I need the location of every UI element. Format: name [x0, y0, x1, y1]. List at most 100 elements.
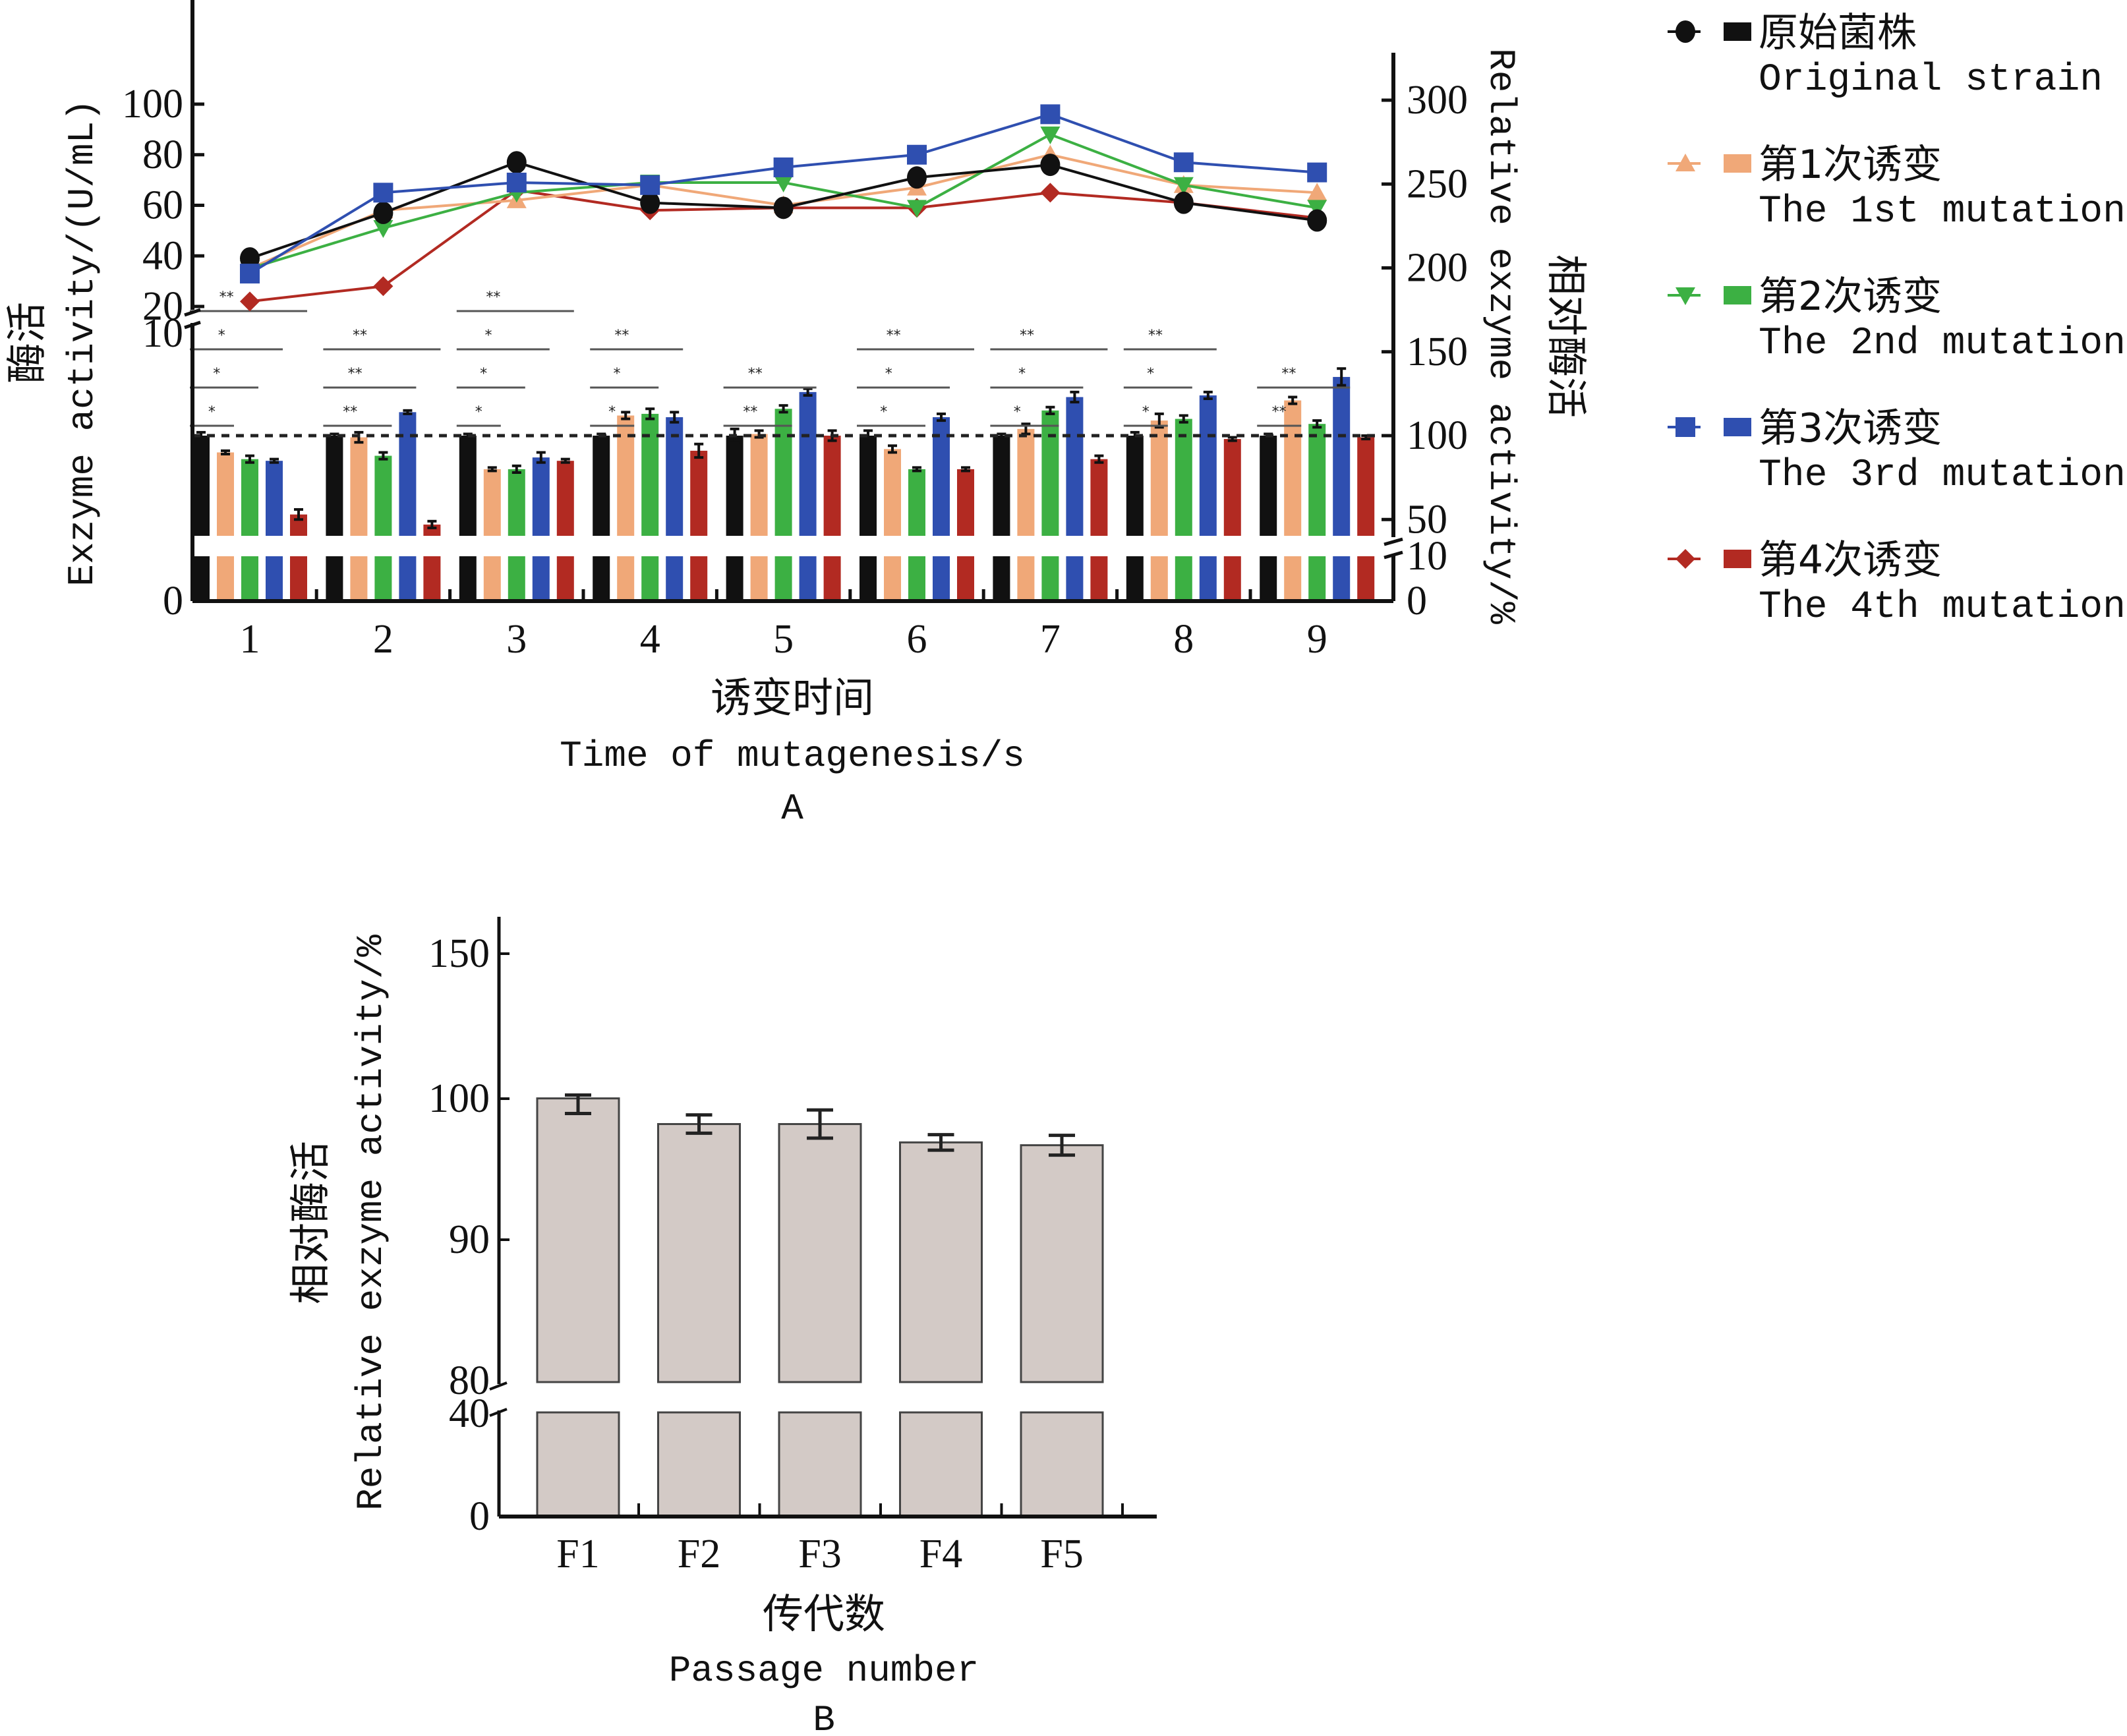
circle-marker	[640, 191, 660, 214]
significance-label: **	[486, 289, 500, 306]
significance-label: *	[1142, 404, 1150, 420]
bar	[1333, 376, 1351, 536]
bar	[266, 461, 283, 536]
bar	[1090, 459, 1108, 536]
b-ylabel: Relative exzyme activity/%	[350, 935, 392, 1511]
bar	[192, 436, 210, 536]
x-tick-label: F3	[798, 1532, 841, 1577]
y-tick-label: 80	[449, 1358, 490, 1403]
circle-marker	[373, 202, 393, 225]
bar-lower	[884, 556, 901, 601]
bar	[884, 449, 901, 536]
bar-lower	[508, 556, 525, 601]
bar	[241, 459, 258, 536]
circle-marker	[1173, 191, 1194, 214]
bar-lower	[860, 556, 877, 601]
bar	[459, 436, 477, 536]
triangle-up-marker	[1307, 183, 1327, 201]
square-marker	[240, 264, 260, 284]
bar	[860, 436, 877, 536]
legend-bar-swatch	[1724, 418, 1751, 436]
bar-lower	[459, 556, 477, 601]
bar-lower	[957, 556, 974, 601]
axis-break-mark	[489, 1381, 508, 1391]
a-line-layer	[240, 104, 1327, 312]
bar-lower	[266, 556, 283, 601]
bar	[899, 1141, 983, 1383]
significance-label: *	[880, 404, 887, 420]
bar-lower	[799, 556, 817, 601]
bar-lower	[617, 556, 635, 601]
triangle-down-marker	[907, 200, 927, 218]
bar-lower	[899, 1411, 983, 1518]
b-xlabel: Passage number	[669, 1650, 979, 1692]
left-tick-label: 40	[142, 233, 183, 278]
bar	[726, 436, 743, 536]
bar	[1150, 420, 1168, 536]
left-tick-label: 100	[122, 82, 183, 127]
b-ylabel-cn: 相对酶活	[286, 1141, 334, 1304]
bar	[1260, 436, 1277, 536]
x-tick-label: 6	[907, 617, 927, 662]
bar-lower	[532, 556, 550, 601]
bar-lower	[423, 556, 441, 601]
right-tick-label: 10	[1407, 534, 1447, 579]
significance-label: **	[1148, 328, 1163, 344]
legend-label-en: The 1st mutation	[1759, 190, 2126, 233]
bar	[326, 436, 343, 536]
diamond-marker	[240, 291, 260, 312]
significance-label: *	[1018, 366, 1026, 382]
significance-label: *	[480, 366, 487, 382]
significance-label: **	[343, 404, 357, 420]
bar	[799, 391, 817, 536]
bar-lower	[933, 556, 950, 601]
bar	[1020, 1144, 1104, 1383]
bar-lower	[1041, 556, 1059, 601]
bar-lower	[556, 556, 574, 601]
bar	[690, 450, 708, 536]
x-tick-label: 3	[506, 617, 527, 662]
bar-lower	[326, 556, 343, 601]
significance-label: *	[213, 366, 220, 382]
square-marker	[640, 175, 660, 195]
a-left-ylabel-cn: 酶活	[3, 302, 51, 384]
right-tick-label: 50	[1407, 497, 1447, 542]
bar	[217, 452, 234, 536]
circle-marker	[1675, 20, 1695, 43]
x-tick-label: F1	[556, 1532, 599, 1577]
a-axes	[184, 0, 1403, 603]
triangle-down-marker	[773, 174, 794, 192]
a-xlabel: Time of mutagenesis/s	[560, 735, 1025, 777]
left-tick-label: 20	[142, 284, 183, 329]
right-tick-label: 300	[1407, 78, 1468, 123]
left-tick-label: 80	[142, 132, 183, 177]
circle-marker	[1307, 209, 1327, 232]
legend-label-cn: 原始菌株	[1759, 10, 1917, 56]
bar-lower	[241, 556, 258, 601]
bar-lower	[536, 1411, 620, 1518]
legend-bar-swatch	[1724, 550, 1751, 568]
bar-lower	[657, 1411, 741, 1518]
bar-lower	[1199, 556, 1217, 601]
triangle-down-marker	[1040, 127, 1061, 145]
x-tick-label: F4	[919, 1532, 962, 1577]
bar-lower	[993, 556, 1010, 601]
bar-lower	[1020, 1411, 1104, 1518]
y-tick-label: 40	[449, 1391, 490, 1436]
bar-lower	[908, 556, 925, 601]
bar	[532, 457, 550, 536]
bar	[399, 412, 417, 536]
bar-lower	[483, 556, 501, 601]
bar-lower	[1066, 556, 1084, 601]
bar	[374, 455, 392, 536]
bar	[641, 413, 659, 536]
legend-label-en: The 3rd mutation	[1759, 454, 2126, 497]
square-marker	[373, 183, 393, 203]
right-tick-label: 0	[1407, 579, 1427, 623]
bar	[350, 437, 368, 536]
bar-lower	[192, 556, 210, 601]
b-xlabel-cn: 传代数	[763, 1590, 885, 1638]
a-significance-layer: ****************************************	[190, 289, 1351, 427]
triangle-down-marker	[1307, 200, 1327, 218]
